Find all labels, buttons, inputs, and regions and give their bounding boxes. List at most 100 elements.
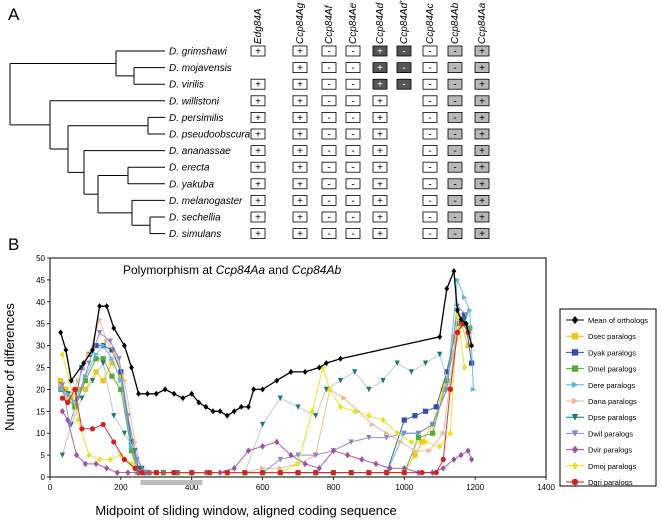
data-point: [348, 470, 354, 476]
legend-item: Dyak paralogs: [566, 348, 636, 357]
grid-cell: -: [422, 211, 438, 224]
data-point: [295, 470, 301, 476]
grid-cell: -: [447, 112, 463, 124]
grid-cell: +: [250, 228, 266, 240]
legend-marker: [571, 349, 579, 356]
grid-cell: -: [345, 178, 361, 190]
grid-cell: +: [372, 178, 388, 190]
data-point: [444, 369, 450, 375]
grid-cell-symbol: -: [428, 163, 431, 174]
grid-cell-symbol: -: [327, 146, 330, 157]
data-point: [467, 325, 473, 331]
legend-label: Dmoj paralogs: [588, 462, 637, 471]
legend-item: Dsec paralogs: [566, 332, 636, 341]
grid-cell-symbol: +: [255, 213, 261, 224]
grid-cell-symbol: +: [479, 213, 485, 224]
grid-cell-symbol: +: [377, 196, 383, 207]
grid-cell-symbol: -: [327, 80, 330, 91]
grid-cell-symbol: +: [479, 63, 485, 74]
grid-cell: +: [250, 112, 266, 124]
data-point: [189, 470, 195, 476]
data-point: [203, 403, 209, 410]
grid-cell-symbol: -: [453, 130, 456, 141]
data-point: [309, 408, 315, 415]
grid-cell-symbol: +: [297, 229, 303, 240]
data-point: [327, 386, 333, 393]
grid-cell: -: [321, 211, 337, 224]
grid-cell-symbol: -: [327, 163, 330, 174]
x-tick-label: 200: [114, 483, 128, 492]
data-point: [316, 464, 322, 472]
species-label: D. melanogaster: [169, 196, 243, 207]
legend-label: Dvir paralogs: [588, 446, 632, 455]
data-point: [259, 465, 266, 471]
y-tick-label: 5: [41, 451, 46, 460]
data-point: [153, 390, 159, 397]
grid-cell: -: [447, 194, 463, 207]
grid-cell: -: [345, 211, 361, 224]
grid-cell-symbol: -: [453, 163, 456, 174]
data-point: [82, 460, 89, 468]
grid-cell: +: [250, 178, 266, 190]
data-point: [134, 456, 140, 463]
grid-cell-symbol: -: [351, 130, 354, 141]
data-point: [277, 465, 284, 471]
data-point: [59, 452, 65, 458]
grid-cell: -: [422, 128, 438, 141]
grid-cell: -: [345, 78, 361, 91]
data-point: [65, 395, 71, 401]
legend-item: Dere paralogs: [566, 381, 635, 390]
y-tick-label: 45: [36, 276, 45, 285]
data-point: [109, 373, 115, 379]
data-point: [231, 408, 237, 415]
data-point: [109, 360, 115, 366]
grid-cell: -: [422, 45, 438, 58]
grid-cell-symbol: +: [255, 196, 261, 207]
y-tick-label: 35: [36, 320, 45, 329]
gene-headers: Edg84A Ccp84Ag Ccp84Af Ccp84Ae Ccp84Ad Ccp84A…: [253, 0, 488, 44]
gene-header-8: Ccp84Aa: [477, 2, 488, 44]
data-point: [97, 329, 103, 336]
grid-cell-symbol: -: [351, 96, 354, 107]
grid-cell-symbol: +: [297, 80, 303, 91]
data-point: [82, 378, 89, 384]
data-point: [128, 448, 135, 454]
legend-marker: [571, 333, 579, 340]
data-point: [330, 470, 337, 476]
gene-presence-grid: + + - - + - - - + + - - + - - - + + + - - + - - - + + + - - + - - + + + - - + -…: [250, 45, 490, 240]
legend-marker: [571, 461, 579, 470]
grid-cell-symbol: +: [377, 113, 383, 124]
plot-area: [49, 257, 547, 478]
data-point: [75, 378, 82, 384]
data-point: [114, 469, 120, 476]
legend-marker: [571, 365, 579, 372]
grid-cell: -: [447, 178, 463, 190]
grid-cell-symbol: +: [479, 196, 485, 207]
grid-cell: -: [321, 178, 337, 190]
data-point: [277, 456, 283, 463]
data-point: [447, 386, 453, 392]
data-point: [112, 351, 119, 357]
legend-item: Mean of orthologs: [566, 316, 648, 325]
grid-cell-symbol: -: [453, 179, 456, 190]
grid-cell-symbol: +: [377, 146, 383, 157]
legend-label: Dmel paralogs: [588, 365, 637, 374]
legend-item: Dana paralogs: [566, 397, 637, 406]
data-point: [469, 342, 474, 349]
grid-cell: -: [345, 145, 361, 157]
series-line: [60, 313, 473, 474]
grid-cell-symbol: +: [479, 179, 485, 190]
species-label: D. sechellia: [169, 213, 221, 224]
grid-cell: +: [292, 45, 308, 58]
x-tick-label: 1400: [537, 483, 555, 492]
grid-cell-symbol: -: [453, 196, 456, 207]
grid-cell: -: [447, 228, 463, 240]
data-point: [366, 386, 372, 393]
data-point: [59, 408, 65, 415]
grid-cell-symbol: +: [297, 130, 303, 141]
data-point: [125, 469, 131, 476]
grid-cell-symbol: -: [351, 47, 354, 58]
series-mean-of-orthologs: [58, 268, 474, 419]
grid-cell-symbol: -: [327, 229, 330, 240]
data-point: [231, 464, 237, 472]
